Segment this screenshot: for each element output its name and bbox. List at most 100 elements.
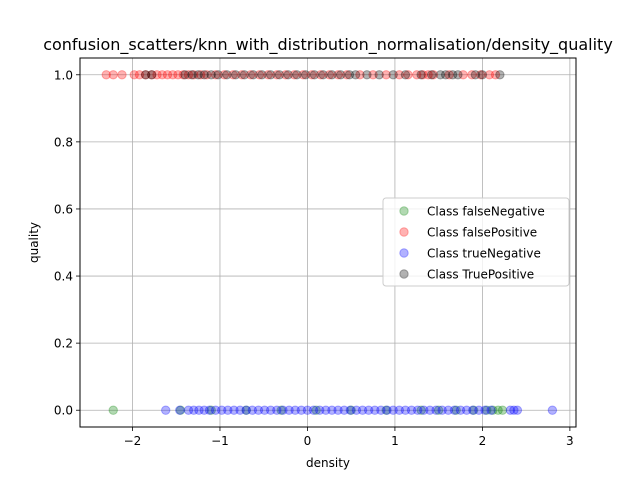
data-point xyxy=(229,405,239,415)
data-point xyxy=(175,405,186,415)
y-tick-label: 1.0 xyxy=(54,68,73,82)
data-point xyxy=(217,405,227,415)
data-point xyxy=(173,70,183,80)
data-point xyxy=(228,70,238,80)
data-point xyxy=(235,405,245,415)
data-point xyxy=(388,70,398,80)
data-point xyxy=(486,405,496,415)
data-point xyxy=(490,70,501,80)
data-point xyxy=(206,70,216,80)
data-point xyxy=(362,70,372,80)
data-point xyxy=(180,70,190,80)
data-point xyxy=(403,70,413,80)
data-point xyxy=(342,70,352,80)
y-tick-label: 0.6 xyxy=(54,202,73,216)
data-point xyxy=(509,405,519,415)
data-point xyxy=(324,70,335,80)
y-tick-label: 0.0 xyxy=(54,404,73,418)
data-point xyxy=(210,70,221,80)
data-point xyxy=(140,70,151,80)
data-point xyxy=(311,405,321,415)
data-point xyxy=(237,70,247,80)
data-point xyxy=(425,405,435,415)
data-point xyxy=(346,405,356,415)
data-point xyxy=(263,70,273,80)
x-tick-label: 1 xyxy=(391,434,399,448)
data-point xyxy=(484,70,495,80)
y-tick-label: 0.4 xyxy=(54,270,73,284)
data-point xyxy=(196,70,206,80)
legend-label: Class falsePositive xyxy=(427,226,537,240)
data-point xyxy=(289,70,300,80)
data-point xyxy=(437,405,447,415)
data-point xyxy=(505,405,516,415)
data-point xyxy=(257,70,267,80)
data-point xyxy=(400,70,411,80)
legend-marker xyxy=(399,269,409,279)
data-point xyxy=(433,405,444,415)
data-point xyxy=(254,70,265,80)
data-point xyxy=(157,70,167,80)
data-point xyxy=(241,405,251,415)
data-point xyxy=(443,405,453,415)
data-point xyxy=(333,70,343,80)
data-point xyxy=(449,405,460,415)
data-point xyxy=(266,70,276,80)
data-point xyxy=(247,405,258,415)
data-point xyxy=(194,405,204,415)
series-2 xyxy=(161,405,558,415)
data-point xyxy=(394,405,404,415)
data-point xyxy=(467,70,477,80)
data-point xyxy=(134,70,145,80)
data-point xyxy=(193,70,203,80)
data-point xyxy=(495,70,505,80)
data-point xyxy=(351,405,362,415)
data-point xyxy=(474,405,484,415)
y-tick-label: 0.2 xyxy=(54,337,73,351)
legend-box xyxy=(382,197,570,287)
data-point xyxy=(183,70,194,80)
data-point xyxy=(374,70,384,80)
data-point xyxy=(428,70,439,80)
x-tick-label: −2 xyxy=(124,434,142,448)
data-point xyxy=(416,70,426,80)
data-point xyxy=(345,405,356,415)
data-point xyxy=(280,70,291,80)
data-point xyxy=(406,405,417,415)
data-point xyxy=(368,70,378,80)
data-point xyxy=(468,405,479,415)
data-point xyxy=(245,70,256,80)
data-point xyxy=(370,405,380,415)
x-axis-label: density xyxy=(306,456,350,470)
data-point xyxy=(333,405,343,415)
data-point xyxy=(278,405,288,415)
data-point xyxy=(418,70,428,80)
data-point xyxy=(453,70,463,80)
data-point xyxy=(363,405,374,415)
data-point xyxy=(381,405,391,415)
data-point xyxy=(314,405,325,415)
data-point xyxy=(189,405,199,415)
data-point xyxy=(206,405,216,415)
data-point xyxy=(284,405,294,415)
data-point xyxy=(199,405,209,415)
data-point xyxy=(426,70,437,80)
data-point xyxy=(381,70,391,80)
data-point xyxy=(355,70,365,80)
data-point xyxy=(350,70,361,80)
data-point xyxy=(298,70,308,80)
data-point xyxy=(327,70,337,80)
series-0 xyxy=(108,405,508,415)
data-point xyxy=(412,405,423,415)
legend-marker xyxy=(399,227,409,237)
data-point xyxy=(416,405,426,415)
data-point xyxy=(241,405,251,415)
data-point xyxy=(455,405,466,415)
y-tick-label: 0.8 xyxy=(54,135,73,149)
data-point xyxy=(419,405,429,415)
data-point xyxy=(309,70,320,80)
data-point xyxy=(400,405,411,415)
legend: Class falseNegative Class falsePositive Cl… xyxy=(382,197,570,287)
data-point xyxy=(321,405,331,415)
